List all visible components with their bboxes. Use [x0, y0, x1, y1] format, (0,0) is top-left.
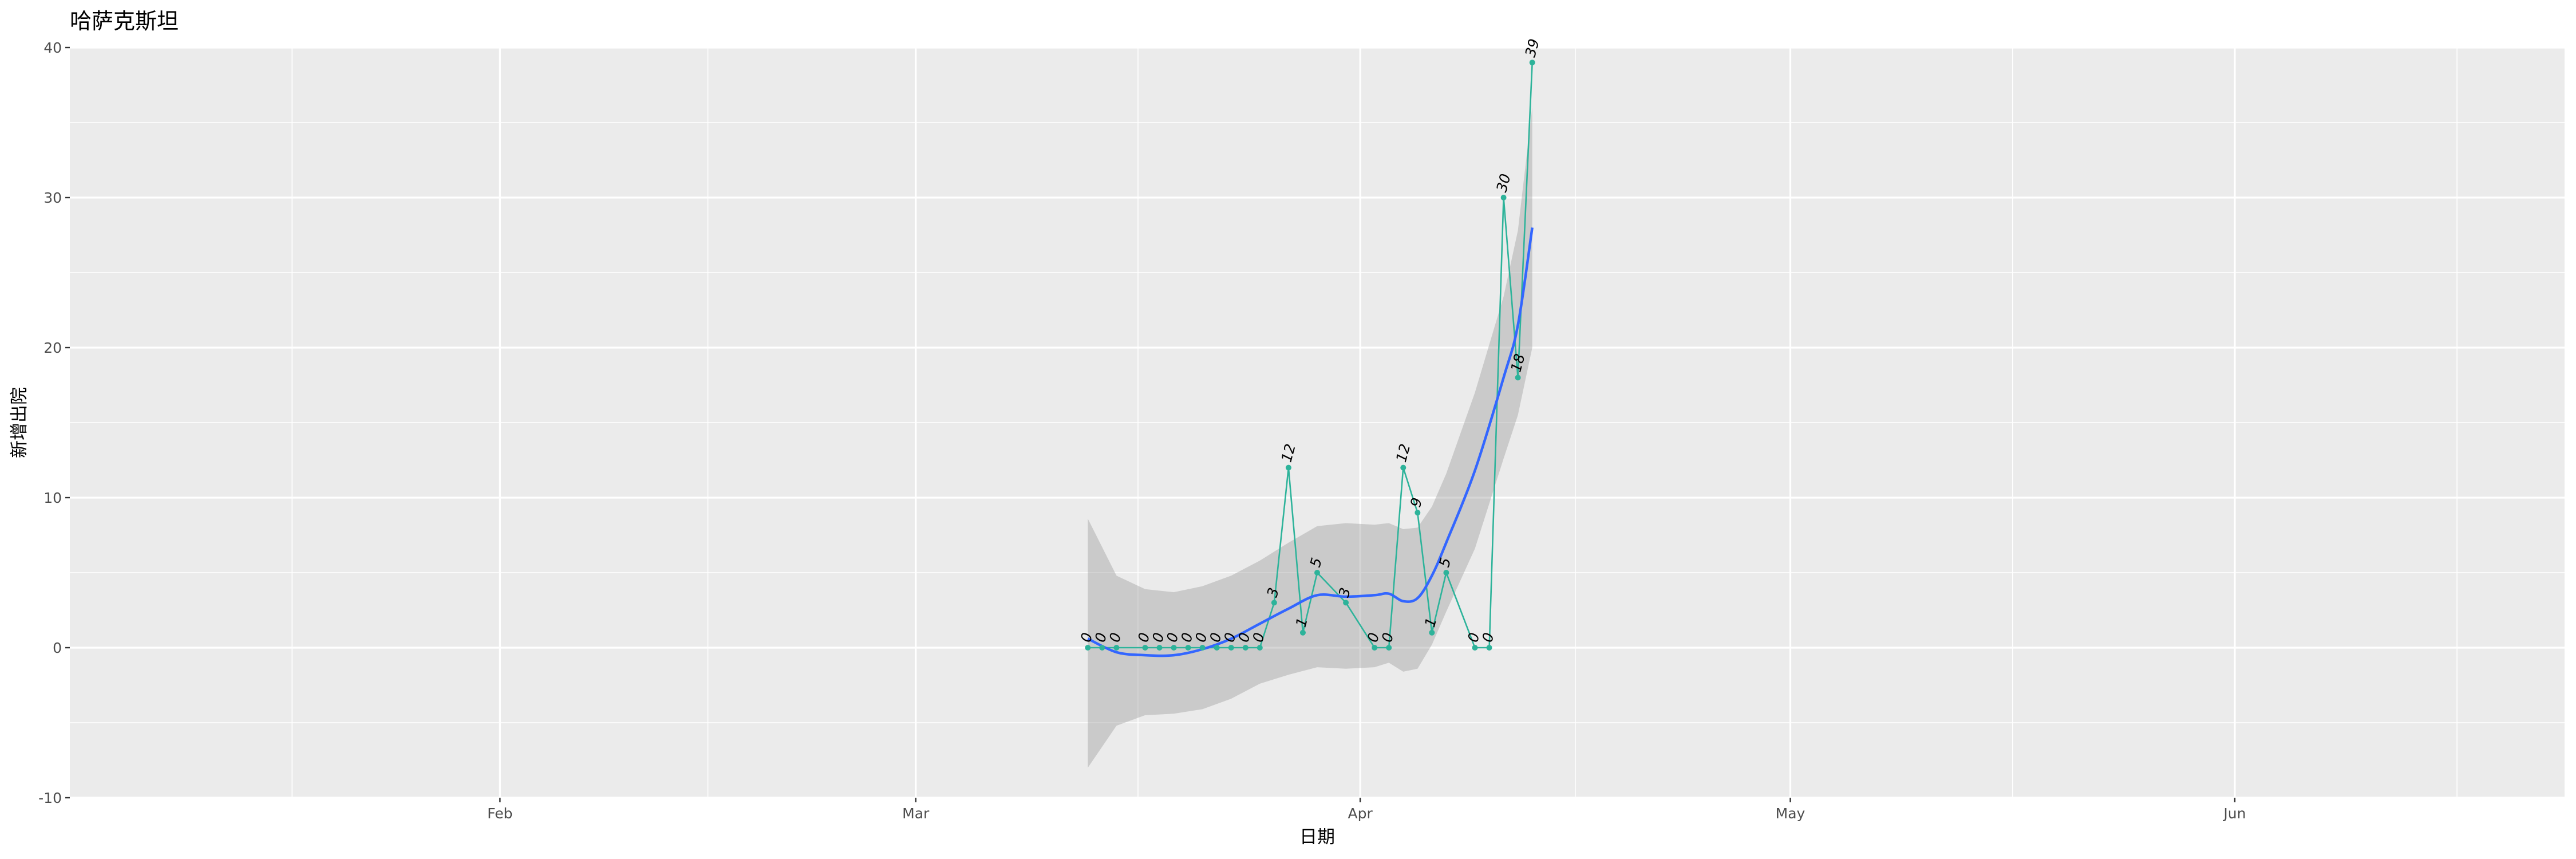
y-axis-title: 新增出院	[9, 387, 30, 458]
data-point	[1429, 629, 1435, 636]
data-label: 0	[1192, 631, 1210, 644]
x-tick-label: Mar	[902, 805, 930, 822]
data-point	[1472, 645, 1478, 651]
data-point	[1529, 60, 1535, 66]
x-axis: Feb Mar Apr May Jun	[487, 798, 2246, 822]
data-label: 1	[1293, 616, 1311, 629]
data-label: 5	[1307, 556, 1325, 569]
data-label: 0	[1163, 631, 1182, 644]
data-point	[1242, 645, 1249, 651]
data-label: 9	[1407, 496, 1425, 509]
y-tick-label: -10	[38, 790, 62, 806]
data-point	[1443, 570, 1449, 576]
data-point	[1314, 570, 1320, 576]
grid-major	[70, 46, 2565, 799]
data-label: 0	[1178, 631, 1196, 644]
data-point	[1486, 645, 1492, 651]
data-point	[1228, 645, 1234, 651]
confidence-band-layer	[1088, 107, 1532, 768]
data-label: 0	[1206, 631, 1224, 644]
data-label: 0	[1364, 631, 1382, 644]
x-tick-label: Apr	[1348, 805, 1373, 822]
smooth-layer	[1087, 227, 1534, 657]
data-point	[1171, 645, 1177, 651]
data-point	[1299, 629, 1306, 636]
x-tick-label: Feb	[487, 805, 512, 822]
data-label: 3	[1264, 586, 1282, 599]
data-label: 0	[1220, 631, 1239, 644]
data-point	[1515, 375, 1521, 381]
data-point	[1271, 600, 1277, 606]
y-axis: -10 0 10 20 30 40	[38, 40, 70, 806]
data-point	[1214, 645, 1220, 651]
data-point	[1386, 645, 1392, 651]
data-point	[1185, 645, 1191, 651]
y-tick-label: 20	[44, 340, 62, 356]
data-label: 0	[1135, 631, 1153, 644]
y-tick-label: 0	[53, 640, 62, 656]
chart-title: 哈萨克斯坦	[70, 9, 179, 34]
smooth-curve	[1087, 227, 1534, 657]
x-tick-label: May	[1776, 805, 1805, 822]
data-point	[1099, 645, 1105, 651]
data-point	[1285, 464, 1291, 471]
data-label: 0	[1106, 631, 1124, 644]
series-line	[1088, 62, 1533, 649]
data-point	[1372, 645, 1378, 651]
data-point	[1500, 195, 1507, 200]
data-point	[1142, 645, 1148, 651]
data-label: 1	[1421, 616, 1440, 629]
x-axis-title: 日期	[1299, 827, 1335, 848]
data-label: 0	[1464, 631, 1483, 644]
data-point	[1415, 510, 1421, 516]
confidence-band	[1088, 107, 1532, 768]
x-tick-label: Jun	[2222, 805, 2246, 822]
y-tick-label: 30	[44, 190, 62, 206]
data-label: 5	[1436, 556, 1454, 569]
data-point	[1257, 645, 1263, 651]
series-layer	[1088, 62, 1533, 649]
data-label: 0	[1235, 631, 1254, 644]
y-tick-label: 10	[44, 490, 62, 506]
data-point	[1113, 645, 1120, 651]
data-label: 3	[1336, 586, 1354, 599]
data-label: 0	[1092, 631, 1110, 644]
data-point	[1343, 600, 1349, 606]
data-label: 0	[1077, 631, 1096, 644]
data-point	[1400, 464, 1406, 471]
data-point	[1156, 645, 1163, 651]
data-point	[1085, 645, 1091, 651]
data-label: 0	[1378, 631, 1397, 644]
points-layer	[1085, 60, 1535, 651]
data-label: 0	[1250, 631, 1268, 644]
data-label: 0	[1149, 631, 1167, 644]
grid-minor	[70, 48, 2565, 798]
data-label: 0	[1479, 631, 1497, 644]
data-point	[1199, 645, 1206, 651]
y-tick-label: 40	[44, 40, 62, 56]
